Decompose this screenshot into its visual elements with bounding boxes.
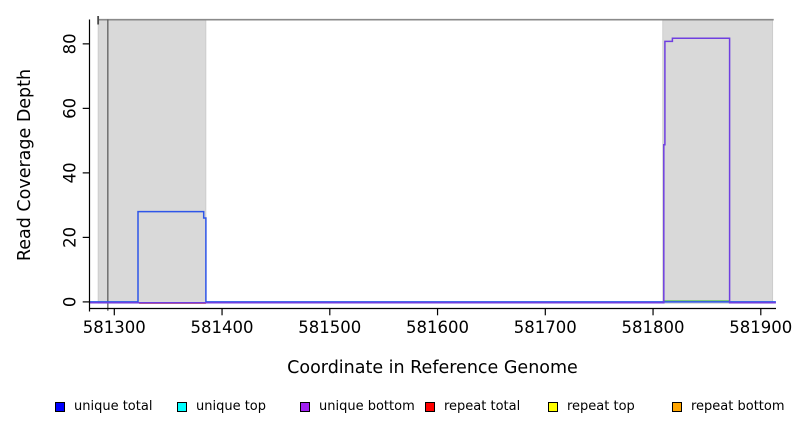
x-tick-label: 581800 bbox=[622, 318, 685, 337]
y-tick-label: 0 bbox=[61, 297, 80, 308]
x-tick-label: 581400 bbox=[191, 318, 254, 337]
shaded-region bbox=[97, 19, 207, 304]
x-tick-label: 581500 bbox=[298, 318, 361, 337]
y-tick-label: 60 bbox=[61, 98, 80, 119]
x-tick-label: 581700 bbox=[514, 318, 577, 337]
x-tick-label: 581300 bbox=[83, 318, 146, 337]
shaded-region bbox=[662, 19, 774, 304]
y-tick-label: 20 bbox=[61, 227, 80, 248]
x-tick-label: 581900 bbox=[729, 318, 792, 337]
x-axis-title: Coordinate in Reference Genome bbox=[287, 358, 578, 378]
y-tick-label: 40 bbox=[61, 162, 80, 183]
series-unique-bottom bbox=[89, 37, 776, 304]
x-tick-label: 581600 bbox=[406, 318, 469, 337]
y-tick-label: 80 bbox=[61, 33, 80, 54]
series-unique-total bbox=[89, 210, 776, 303]
y-axis-title: Read Coverage Depth bbox=[15, 68, 35, 262]
